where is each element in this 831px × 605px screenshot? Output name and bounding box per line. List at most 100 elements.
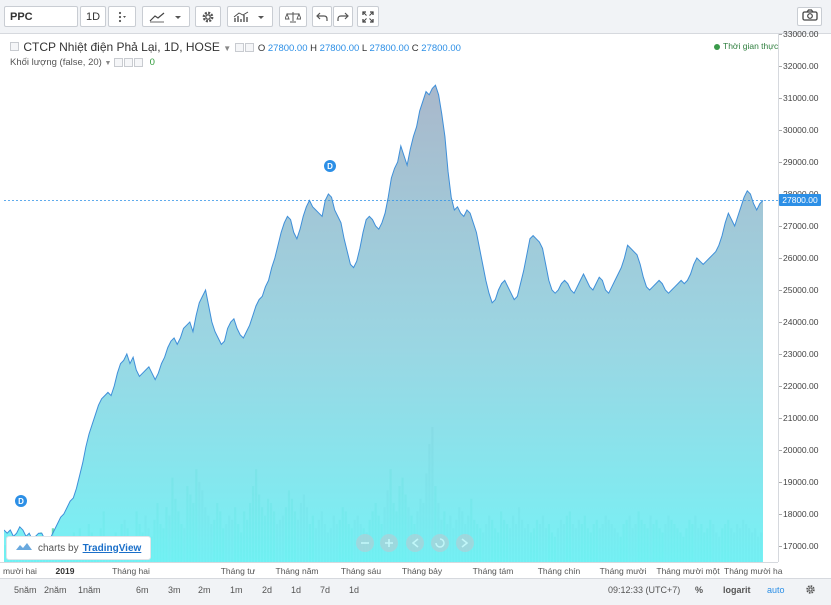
indicators-button[interactable] xyxy=(227,6,273,27)
chevron-down-icon[interactable]: ▼ xyxy=(104,60,112,67)
vertical-dots-icon xyxy=(117,11,127,23)
clock: 09:12:33 (UTC+7) xyxy=(608,585,681,595)
range-button-7d[interactable]: 7d xyxy=(320,585,331,595)
volume-value: 0 xyxy=(149,57,155,68)
dividend-marker[interactable]: D xyxy=(324,160,336,172)
auto-toggle[interactable]: auto xyxy=(767,585,785,595)
undo-button[interactable] xyxy=(312,6,332,27)
range-button-1d[interactable]: 1d xyxy=(349,585,360,595)
low-label: L xyxy=(361,43,367,54)
symbol-text: PPC xyxy=(10,10,33,23)
price-scale[interactable]: 33000.00 32000.00 31000.00 30000.00 29000.00… xyxy=(778,29,831,562)
range-button-1năm[interactable]: 1năm xyxy=(78,585,101,595)
dividend-marker[interactable]: D xyxy=(15,495,27,507)
open-label: O xyxy=(257,43,266,54)
collapse-icon[interactable] xyxy=(10,42,19,52)
redo-button[interactable] xyxy=(333,6,353,27)
more-menu-button[interactable] xyxy=(108,6,136,27)
time-tick-label: Tháng mười xyxy=(599,566,647,576)
price-tick xyxy=(779,98,782,99)
price-tick xyxy=(779,130,782,131)
price-tick xyxy=(779,546,782,547)
current-price-badge: 27800.00 xyxy=(779,194,821,207)
price-tick-label: 19000.00 xyxy=(783,477,819,487)
symbol-input[interactable]: PPC xyxy=(4,6,78,27)
chevron-down-icon[interactable]: ▼ xyxy=(223,44,232,53)
price-tick-label: 30000.00 xyxy=(783,125,819,135)
compare-button[interactable] xyxy=(279,6,307,27)
price-tick-label: 25000.00 xyxy=(783,285,819,295)
chart-pane[interactable]: D D xyxy=(4,34,778,562)
chart-style-button[interactable] xyxy=(142,6,190,27)
snapshot-button[interactable] xyxy=(797,7,822,26)
time-tick-label: Tháng tám xyxy=(472,566,514,576)
scroll-left-icon[interactable] xyxy=(406,534,424,552)
indicators-icon xyxy=(233,11,267,23)
range-button-6m[interactable]: 6m xyxy=(136,585,149,595)
undo-icon xyxy=(316,12,328,22)
price-tick-label: 29000.00 xyxy=(783,157,819,167)
bottom-toolbar: 09:12:33 (UTC+7) % logarit auto 5năm 2năm… xyxy=(0,578,831,605)
scale-compare-icon xyxy=(285,11,301,23)
time-tick-label: Tháng hai xyxy=(112,566,150,576)
price-tick xyxy=(779,66,782,67)
range-button-1m[interactable]: 1m xyxy=(230,585,243,595)
settings-small-icon[interactable] xyxy=(124,57,134,67)
price-tick-label: 33000.00 xyxy=(783,29,819,39)
interval-button[interactable]: 1D xyxy=(80,6,106,27)
top-toolbar: PPC 1D xyxy=(0,0,831,34)
price-tick xyxy=(779,226,782,227)
interval-text: 1D xyxy=(85,10,101,23)
settings-small-icon[interactable] xyxy=(244,43,254,53)
marker-text: D xyxy=(327,162,333,171)
scroll-right-icon[interactable] xyxy=(456,534,474,552)
ohlc-values: O 27800.00 H 27800.00 L 27800.00 C 27800… xyxy=(258,43,461,54)
reset-icon[interactable] xyxy=(431,534,449,552)
time-tick-label: mười hai xyxy=(3,566,37,576)
settings-button[interactable] xyxy=(195,6,221,27)
camera-icon xyxy=(801,8,818,26)
fullscreen-icon xyxy=(362,10,374,23)
series-legend: CTCP Nhiệt điện Phả Lại, 1D, HOSE ▼ O 27… xyxy=(10,40,461,54)
time-tick-label: Tháng sáu xyxy=(340,566,382,576)
price-tick xyxy=(779,322,782,323)
chart-navigation xyxy=(356,534,474,552)
price-line xyxy=(4,84,764,544)
percent-toggle[interactable]: % xyxy=(695,585,704,595)
price-tick-label: 20000.00 xyxy=(783,445,819,455)
fullscreen-button[interactable] xyxy=(357,6,379,27)
price-tick-label: 26000.00 xyxy=(783,253,819,263)
close-label: C xyxy=(411,43,419,54)
range-button-2d[interactable]: 2d xyxy=(262,585,273,595)
price-area xyxy=(4,85,763,562)
price-tick xyxy=(779,514,782,515)
eye-icon[interactable] xyxy=(234,43,244,53)
log-toggle[interactable]: logarit xyxy=(723,585,751,595)
range-button-5năm[interactable]: 5năm xyxy=(14,585,37,595)
price-tick xyxy=(779,162,782,163)
tradingview-link[interactable]: TradingView xyxy=(82,542,142,554)
price-tick xyxy=(779,386,782,387)
range-button-2năm[interactable]: 2năm xyxy=(44,585,67,595)
range-button-1d[interactable]: 1d xyxy=(291,585,302,595)
price-chart[interactable]: D D xyxy=(4,34,778,562)
close-icon[interactable] xyxy=(134,57,144,67)
time-tick-label: Tháng mười ha xyxy=(724,566,783,576)
gear-icon[interactable] xyxy=(805,584,816,597)
time-tick-label: Tháng năm xyxy=(275,566,319,576)
price-tick xyxy=(779,418,782,419)
time-axis[interactable]: mười hai 2019 Tháng hai Tháng tư Tháng năm Th… xyxy=(0,562,783,579)
range-button-2m[interactable]: 2m xyxy=(198,585,211,595)
status-dot-icon xyxy=(714,43,720,50)
price-tick xyxy=(779,482,782,483)
time-tick-label: 2019 xyxy=(55,566,75,576)
price-tick-label: 27000.00 xyxy=(783,221,819,231)
eye-icon[interactable] xyxy=(114,57,124,67)
tradingview-logo-icon xyxy=(15,542,33,555)
zoom-in-icon[interactable] xyxy=(380,534,398,552)
range-button-3m[interactable]: 3m xyxy=(168,585,181,595)
realtime-status: Thời gian thực xyxy=(714,41,778,51)
tradingview-branding[interactable]: charts by TradingView xyxy=(6,536,151,560)
price-tick-label: 31000.00 xyxy=(783,93,819,103)
zoom-out-icon[interactable] xyxy=(356,534,374,552)
